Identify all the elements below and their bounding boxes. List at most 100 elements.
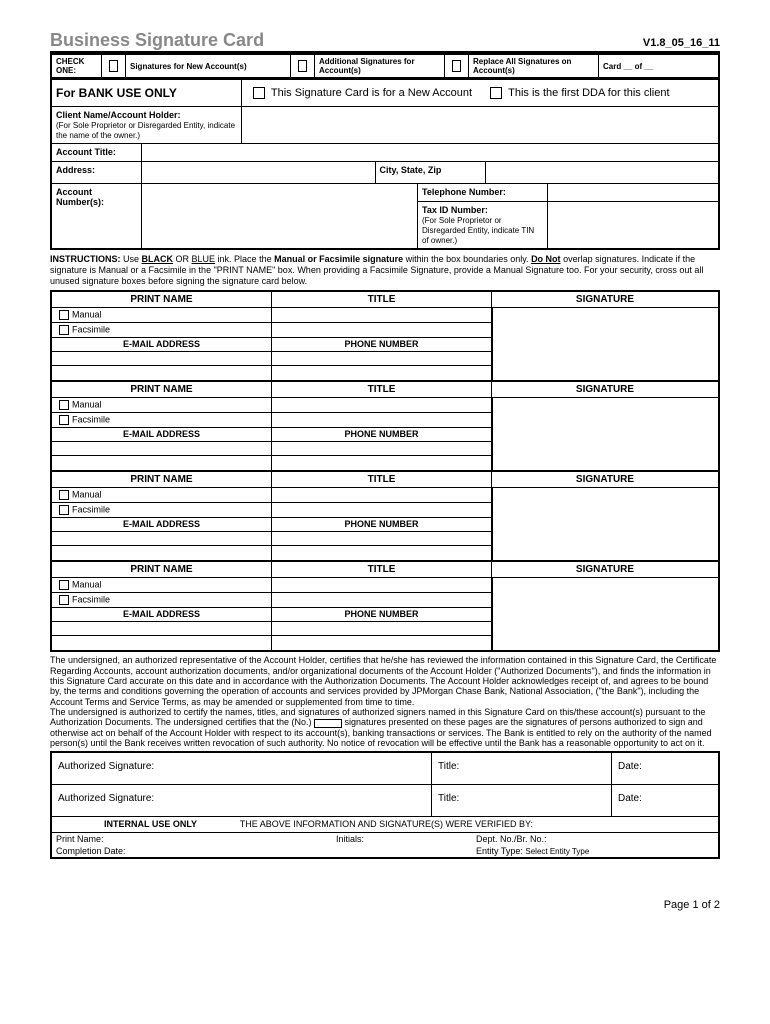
internal-use-label: INTERNAL USE ONLY <box>104 819 197 829</box>
auth-title-2[interactable]: Title: <box>432 785 612 816</box>
sig-title-header: TITLE <box>272 472 492 487</box>
checkbox-facsimile-3[interactable] <box>59 595 69 605</box>
sig-title-field-3[interactable] <box>272 578 492 592</box>
card-of: Card __ of __ <box>599 55 718 77</box>
sig-title-header: TITLE <box>272 292 492 307</box>
check-one-row: CHECK ONE: Signatures for New Account(s)… <box>52 55 718 78</box>
checkbox-first-dda[interactable] <box>490 87 502 99</box>
address-field[interactable] <box>142 162 376 183</box>
header: Business Signature Card V1.8_05_16_11 <box>50 30 720 53</box>
auth-sig-2[interactable]: Authorized Signature: <box>52 785 432 816</box>
sig-signature-header: SIGNATURE <box>492 292 718 307</box>
acct-num-label: Account Number(s): <box>52 184 142 248</box>
checkbox-new-accounts[interactable] <box>109 60 118 72</box>
sig-title-field-2[interactable] <box>272 488 492 502</box>
sig-signature-field-0[interactable] <box>492 308 718 380</box>
sig-title-header: TITLE <box>272 382 492 397</box>
instructions: INSTRUCTIONS: Use BLACK OR BLUE ink. Pla… <box>50 254 720 286</box>
page-title: Business Signature Card <box>50 30 264 51</box>
city-field[interactable] <box>486 162 719 183</box>
checkbox-additional[interactable] <box>298 60 307 72</box>
sig-signature-field-1[interactable] <box>492 398 718 470</box>
instr-prefix: INSTRUCTIONS: <box>50 254 121 264</box>
checkbox-replace[interactable] <box>452 60 461 72</box>
checkbox-manual-1[interactable] <box>59 400 69 410</box>
sig-count-box[interactable] <box>314 719 342 728</box>
auth-row-2: Authorized Signature: Title: Date: <box>52 785 718 817</box>
client-name-field[interactable] <box>242 107 718 143</box>
auth-date-1[interactable]: Date: <box>612 753 718 784</box>
sig-phone-field-1[interactable] <box>272 442 492 455</box>
telephone-field[interactable] <box>548 184 718 201</box>
sig-signature-header: SIGNATURE <box>492 382 718 397</box>
entity-type-value[interactable]: Select Entity Type <box>525 847 589 856</box>
page-footer: Page 1 of 2 <box>50 899 720 911</box>
signature-table: PRINT NAME TITLE SIGNATURE Manual Facsim… <box>50 290 720 652</box>
sig-title-field-1[interactable] <box>272 398 492 412</box>
bank-use-row: For BANK USE ONLY This Signature Card is… <box>52 78 718 107</box>
tax-id-label: Tax ID Number: <box>422 205 488 215</box>
auth-title-1[interactable]: Title: <box>432 753 612 784</box>
sig-email-header: E-MAIL ADDRESS <box>52 608 272 621</box>
sig-email-header: E-MAIL ADDRESS <box>52 338 272 351</box>
verified-label: THE ABOVE INFORMATION AND SIGNATURE(S) W… <box>240 819 533 829</box>
checkbox-facsimile-0[interactable] <box>59 325 69 335</box>
telephone-label: Telephone Number: <box>418 184 548 201</box>
sig-signature-field-2[interactable] <box>492 488 718 560</box>
internal-header-row: INTERNAL USE ONLY THE ABOVE INFORMATION … <box>52 817 718 833</box>
sig-email-field-0[interactable] <box>52 352 272 365</box>
auth-table: Authorized Signature: Title: Date: Autho… <box>50 751 720 859</box>
tax-id-sub: (For Sole Proprietor or Disregarded Enti… <box>422 216 534 245</box>
checkbox-facsimile-1[interactable] <box>59 415 69 425</box>
sig-print-header: PRINT NAME <box>52 562 272 577</box>
client-name-label: Client Name/Account Holder: <box>56 110 181 120</box>
sig-email-header: E-MAIL ADDRESS <box>52 518 272 531</box>
checkbox-manual-0[interactable] <box>59 310 69 320</box>
auth-row-1: Authorized Signature: Title: Date: <box>52 753 718 785</box>
acct-num-field[interactable] <box>142 184 418 248</box>
bank-use-label: For BANK USE ONLY <box>52 80 242 106</box>
bank-use-opt2: This is the first DDA for this client <box>508 87 669 99</box>
internal-row-1: Print Name: Initials: Dept. No./Br. No.: <box>52 833 718 845</box>
form-container: CHECK ONE: Signatures for New Account(s)… <box>50 53 720 250</box>
sig-signature-header: SIGNATURE <box>492 562 718 577</box>
opt-new-accounts: Signatures for New Account(s) <box>126 55 291 77</box>
internal-row-2: Completion Date: Entity Type: Select Ent… <box>52 845 718 857</box>
sig-email-field-2[interactable] <box>52 532 272 545</box>
account-title-field[interactable] <box>142 144 718 161</box>
internal-print-name[interactable]: Print Name: <box>52 833 332 845</box>
sig-title-header: TITLE <box>272 562 492 577</box>
opt-replace: Replace All Signatures on Account(s) <box>469 55 599 77</box>
internal-dept[interactable]: Dept. No./Br. No.: <box>472 833 718 845</box>
city-label: City, State, Zip <box>376 162 486 183</box>
address-row: Address: City, State, Zip <box>52 162 718 184</box>
version-label: V1.8_05_16_11 <box>643 37 720 49</box>
checkbox-facsimile-2[interactable] <box>59 505 69 515</box>
sig-phone-field-0[interactable] <box>272 352 492 365</box>
address-label: Address: <box>52 162 142 183</box>
tax-id-field[interactable] <box>548 202 718 248</box>
internal-initials[interactable]: Initials: <box>332 833 472 845</box>
sig-phone-header: PHONE NUMBER <box>272 338 492 351</box>
sig-email-field-1[interactable] <box>52 442 272 455</box>
sig-print-header: PRINT NAME <box>52 382 272 397</box>
sig-title-field-0[interactable] <box>272 308 492 322</box>
checkbox-manual-2[interactable] <box>59 490 69 500</box>
client-name-row: Client Name/Account Holder: (For Sole Pr… <box>52 107 718 144</box>
sig-email-field-3[interactable] <box>52 622 272 635</box>
bank-use-opt1: This Signature Card is for a New Account <box>271 87 472 99</box>
account-title-row: Account Title: <box>52 144 718 162</box>
legal-text: The undersigned, an authorized represent… <box>50 655 720 748</box>
checkbox-manual-3[interactable] <box>59 580 69 590</box>
acct-tel-row: Account Number(s): Telephone Number: Tax… <box>52 184 718 248</box>
internal-completion[interactable]: Completion Date: <box>52 845 472 857</box>
auth-date-2[interactable]: Date: <box>612 785 718 816</box>
sig-phone-field-3[interactable] <box>272 622 492 635</box>
check-one-label: CHECK ONE: <box>52 55 102 77</box>
sig-print-header: PRINT NAME <box>52 292 272 307</box>
sig-phone-field-2[interactable] <box>272 532 492 545</box>
auth-sig-1[interactable]: Authorized Signature: <box>52 753 432 784</box>
sig-email-header: E-MAIL ADDRESS <box>52 428 272 441</box>
sig-signature-field-3[interactable] <box>492 578 718 650</box>
checkbox-new-sig-card[interactable] <box>253 87 265 99</box>
